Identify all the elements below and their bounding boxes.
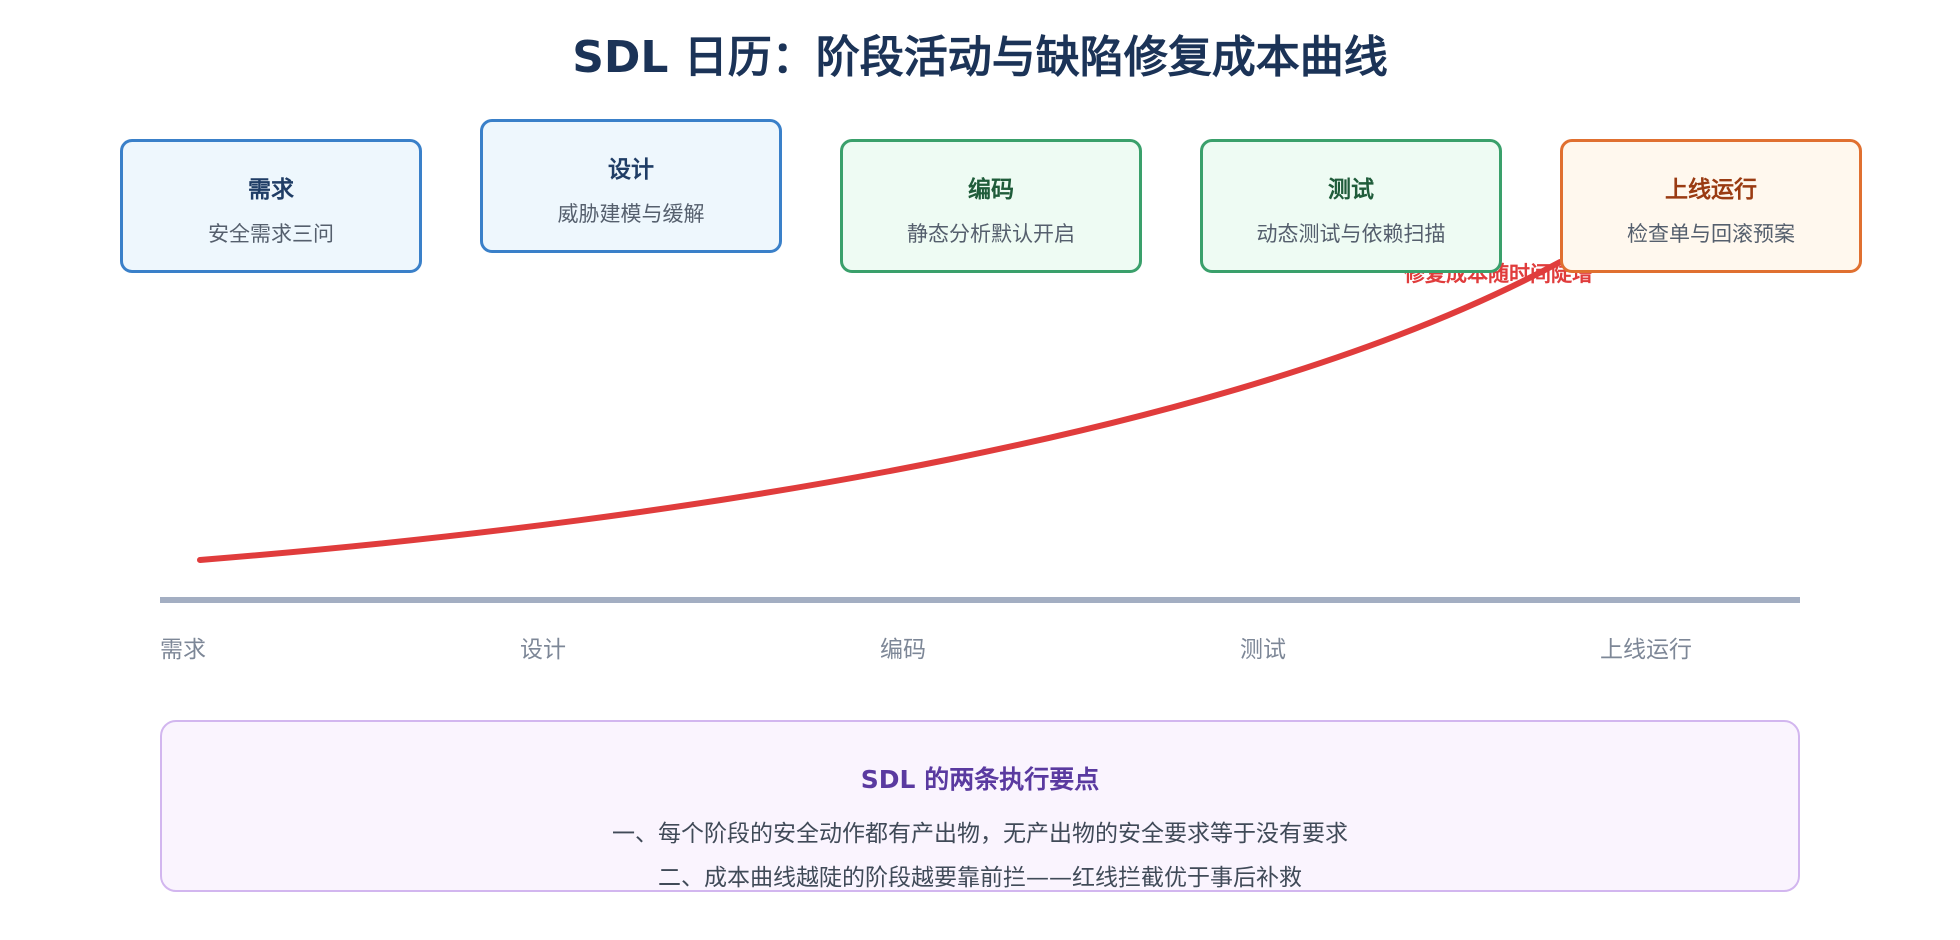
stage-activity: 检查单与回滚预案	[1627, 222, 1795, 246]
stage-coding: 编码 静态分析默认开启	[840, 139, 1142, 273]
stage-title: 设计	[608, 157, 654, 183]
key-point-2: 二、成本曲线越陡的阶段越要靠前拦——红线拦截优于事后补救	[658, 865, 1302, 891]
stage-title: 测试	[1328, 177, 1374, 203]
axis-label-design: 设计	[520, 637, 566, 663]
key-points-title: SDL 的两条执行要点	[860, 765, 1100, 794]
stage-design: 设计 威胁建模与缓解	[480, 119, 782, 253]
axis-label-requirements: 需求	[160, 637, 206, 663]
stage-activity: 威胁建模与缓解	[557, 202, 705, 226]
axis-label-production: 上线运行	[1600, 637, 1692, 663]
stage-title: 上线运行	[1665, 177, 1757, 203]
stage-activity: 静态分析默认开启	[907, 222, 1075, 246]
axis-label-testing: 测试	[1240, 637, 1286, 663]
stage-title: 编码	[968, 177, 1014, 203]
stage-requirements: 需求 安全需求三问	[120, 139, 422, 273]
diagram-title: SDL 日历：阶段活动与缺陷修复成本曲线	[572, 32, 1388, 83]
stage-activity: 动态测试与依赖扫描	[1256, 222, 1446, 246]
stage-testing: 测试 动态测试与依赖扫描	[1200, 139, 1502, 273]
stage-title: 需求	[248, 177, 294, 203]
stage-activity: 安全需求三问	[208, 222, 334, 246]
cost-curve	[197, 259, 1563, 563]
stage-production: 上线运行 检查单与回滚预案	[1560, 139, 1862, 273]
axis-label-coding: 编码	[880, 637, 926, 663]
key-point-1: 一、每个阶段的安全动作都有产出物，无产出物的安全要求等于没有要求	[612, 821, 1348, 847]
key-points-box: SDL 的两条执行要点 一、每个阶段的安全动作都有产出物，无产出物的安全要求等于…	[160, 720, 1800, 892]
